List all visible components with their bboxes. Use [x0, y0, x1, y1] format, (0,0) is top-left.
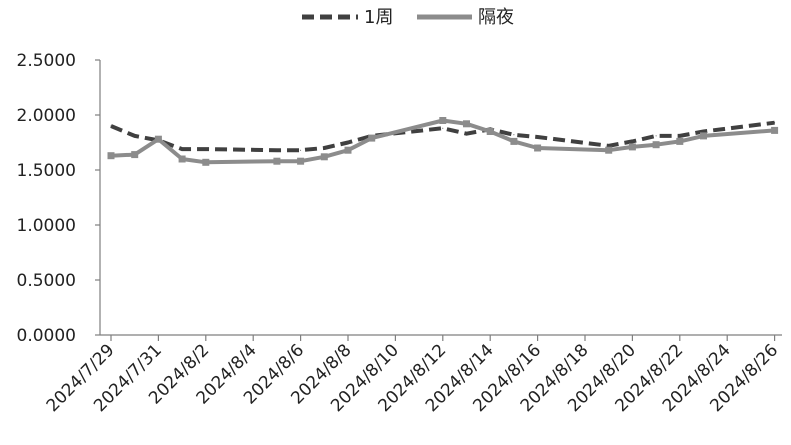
y-axis-ticks: 0.0000 0.5000 1.0000 1.5000 2.0000 2.5000 — [17, 51, 100, 346]
data-point — [537, 136, 539, 138]
data-point — [466, 133, 467, 135]
data-point — [463, 120, 470, 128]
legend-label-overnight: 隔夜 — [478, 7, 514, 28]
series-layer — [107, 117, 779, 166]
data-point — [774, 122, 776, 124]
data-point — [320, 153, 328, 161]
data-point — [154, 135, 162, 143]
series-line-overnight — [110, 118, 775, 165]
data-point — [344, 146, 352, 154]
data-point — [273, 157, 281, 165]
y-tick-label: 1.5000 — [17, 161, 76, 181]
y-tick-label: 2.5000 — [17, 51, 76, 71]
data-point — [300, 149, 302, 151]
data-point — [110, 125, 112, 127]
y-tick-label: 0.5000 — [17, 271, 76, 291]
y-tick-label: 1.0000 — [17, 216, 76, 236]
series-line-1week — [110, 120, 775, 153]
data-point — [442, 127, 444, 129]
data-point — [131, 151, 139, 159]
data-point — [655, 135, 657, 137]
data-point — [631, 140, 633, 142]
data-point — [771, 126, 779, 134]
data-point — [202, 158, 210, 166]
data-point — [628, 143, 636, 151]
data-point — [513, 134, 515, 136]
x-axis-ticks: 2024/7/292024/7/312024/8/22024/8/42024/8… — [43, 335, 782, 416]
data-point — [608, 145, 610, 147]
data-point — [703, 131, 704, 132]
data-point — [323, 147, 325, 149]
data-point — [510, 137, 518, 145]
y-tick-label: 0.0000 — [17, 326, 76, 346]
data-point — [205, 148, 207, 150]
data-point — [676, 137, 684, 145]
data-point — [486, 128, 494, 135]
data-point — [347, 142, 349, 143]
data-point — [276, 149, 278, 151]
data-point — [178, 155, 186, 163]
data-point — [368, 134, 376, 142]
data-point — [605, 146, 613, 154]
data-point — [679, 135, 681, 137]
legend-label-1week: 1周 — [364, 7, 393, 28]
data-point — [652, 141, 660, 149]
data-point — [439, 117, 447, 124]
data-point — [134, 135, 136, 137]
y-tick-label: 2.0000 — [17, 106, 76, 126]
data-point — [297, 157, 305, 165]
data-point — [534, 144, 542, 152]
data-point — [107, 152, 115, 160]
data-point — [181, 148, 183, 150]
data-point — [700, 132, 707, 140]
legend: 1周 隔夜 — [302, 7, 514, 28]
